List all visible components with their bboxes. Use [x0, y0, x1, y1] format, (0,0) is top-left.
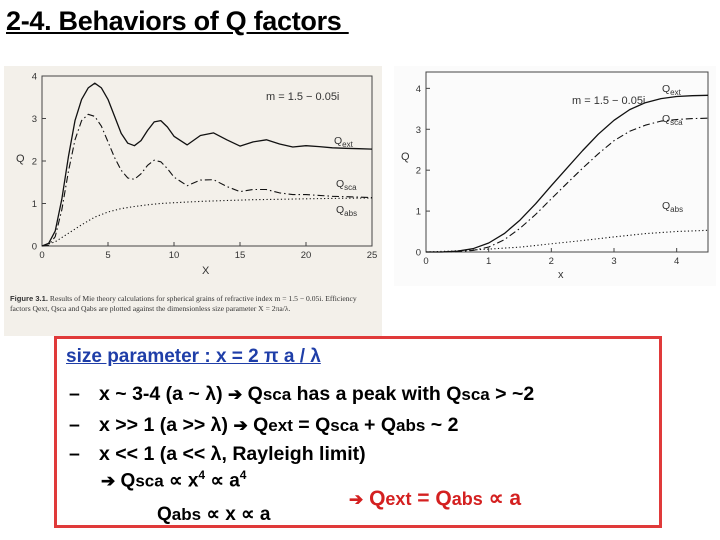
arrow-icon: ➔ — [349, 490, 364, 509]
left-xtick-label: 5 — [105, 250, 110, 261]
b1-q1-sub: sca — [262, 385, 292, 404]
right-ytick-label: 4 — [416, 84, 421, 95]
left-series-qext — [41, 82, 373, 247]
b2-plus: + — [358, 414, 381, 436]
left-label-qext: Qext — [334, 135, 354, 149]
right-xlabel: x — [558, 269, 564, 281]
left-ytick-label: 4 — [32, 72, 37, 83]
left-figure: 0 5 10 15 20 25 0 1 2 3 4 m = 1.5 − 0.05i Q X Qext… — [4, 66, 382, 336]
left-xtick-label: 20 — [301, 250, 312, 261]
res-rel: ∝ a — [482, 487, 522, 510]
b1-mid: has a peak with — [291, 383, 447, 405]
right-label-qsca: Qsca — [662, 113, 683, 127]
size-parameter-definition: size parameter : x = 2 π a / λ — [66, 346, 321, 367]
res-q2: Q — [435, 487, 452, 510]
b2-q2-sub: sca — [330, 416, 359, 435]
res-q1-sub: ext — [385, 489, 412, 509]
p2-rel: ∝ x ∝ a — [201, 504, 271, 525]
left-ytick-label: 2 — [32, 157, 37, 168]
p2-q-sub: abs — [171, 505, 202, 524]
right-series-qabs — [425, 229, 709, 253]
right-plot-frame — [425, 71, 709, 253]
arrow-icon: ➔ — [101, 471, 116, 491]
right-xtick-label: 3 — [611, 256, 616, 267]
caption-prefix: Figure 3.1. — [10, 294, 48, 303]
arrow-icon: ➔ — [228, 385, 243, 404]
right-annotation: m = 1.5 − 0.05i — [572, 95, 645, 107]
b2-q1: Q — [253, 414, 269, 436]
bullet-large-grains: – x >> 1 (a >> λ) ➔ Qext = Qsca + Qabs ~ … — [69, 414, 458, 437]
left-xlabel: X — [202, 265, 210, 277]
b1-q1: Q — [247, 383, 263, 405]
left-ylabel: Q — [16, 153, 25, 165]
b2-pre: x >> 1 (a >> λ) — [99, 414, 234, 436]
summary-box: size parameter : x = 2 π a / λ – x ~ 3-4 … — [54, 336, 662, 528]
caption-text: Results of Mie theory calculations for s… — [10, 294, 357, 313]
res-q2-sub: abs — [451, 489, 483, 509]
right-xtick-label: 2 — [549, 256, 554, 267]
b1-post: > ~2 — [489, 383, 535, 405]
qext-result: ➔ Qext = Qabs ∝ a — [349, 486, 521, 511]
figure-caption: Figure 3.1. Results of Mie theory calcul… — [10, 294, 378, 314]
right-xtick-label: 4 — [674, 256, 679, 267]
bullet-resonance: – x ~ 3-4 (a ~ λ) ➔ Qsca has a peak with … — [69, 383, 534, 406]
qsca-proportionality: ➔ Qsca ∝ x4 ∝ a4 — [101, 468, 246, 492]
left-xtick-label: 25 — [367, 250, 378, 261]
right-label-qabs: Qabs — [662, 200, 683, 214]
b2-q3-sub: abs — [396, 416, 426, 435]
b1-pre: x ~ 3-4 (a ~ λ) — [99, 383, 228, 405]
p1-q: Q — [115, 470, 136, 492]
left-label-qabs: Qabs — [336, 204, 357, 218]
right-ytick-label: 0 — [416, 248, 421, 259]
right-xtick-label: 1 — [486, 256, 491, 267]
b3-text: x << 1 (a << λ, Rayleigh limit) — [99, 443, 366, 465]
left-xtick-label: 0 — [39, 250, 44, 261]
p1-exp1: 4 — [198, 468, 206, 482]
right-ytick-label: 1 — [416, 207, 421, 218]
right-figure: 0 1 2 3 4 0 1 2 3 4 m = 1.5 − 0.05i Q x Qext Qsca… — [394, 66, 716, 286]
bullet-rayleigh: – x << 1 (a << λ, Rayleigh limit) — [69, 443, 366, 466]
left-ytick-label: 3 — [32, 114, 37, 125]
b2-q2: Q — [315, 414, 331, 436]
b1-q2-sub: sca — [461, 385, 490, 404]
right-ytick-label: 2 — [416, 166, 421, 177]
b1-q2: Q — [446, 383, 462, 405]
res-eq: = — [411, 487, 436, 510]
right-ylabel: Q — [401, 151, 410, 163]
left-xtick-label: 15 — [235, 250, 246, 261]
left-annotation: m = 1.5 − 0.05i — [266, 91, 339, 103]
b2-post: ~ 2 — [425, 414, 459, 436]
res-q1: Q — [363, 487, 386, 510]
dash-2: – — [69, 414, 80, 436]
left-label-qsca: Qsca — [336, 178, 357, 192]
right-label-qext: Qext — [662, 83, 682, 97]
left-series-qsca — [41, 113, 373, 247]
left-ytick-label: 1 — [32, 199, 37, 210]
dash-3: – — [69, 443, 80, 465]
p1-rel: ∝ x — [163, 470, 199, 492]
arrow-icon: ➔ — [233, 416, 248, 435]
right-series-qsca — [426, 117, 709, 253]
p1-exp2: 4 — [239, 468, 247, 482]
p1-rel2: ∝ a — [205, 470, 240, 492]
right-series-qext — [426, 94, 709, 253]
slide-title: 2-4. Behaviors of Q factors — [6, 6, 349, 36]
b2-q3: Q — [380, 414, 397, 436]
left-series-qabs — [41, 197, 373, 247]
b2-q1-sub: ext — [268, 416, 293, 435]
b2-eq: = — [292, 414, 316, 436]
right-ytick-label: 3 — [416, 125, 421, 136]
p2-q: Q — [157, 504, 172, 525]
qabs-proportionality: Qabs ∝ x ∝ a — [157, 503, 270, 526]
p1-q-sub: sca — [135, 471, 164, 491]
right-xtick-label: 0 — [423, 256, 428, 267]
dash-1: – — [69, 383, 80, 405]
left-xtick-label: 10 — [169, 250, 180, 261]
left-chart: 0 5 10 15 20 25 0 1 2 3 4 m = 1.5 − 0.05i Q X Qext… — [16, 72, 378, 278]
right-chart: 0 1 2 3 4 0 1 2 3 4 m = 1.5 − 0.05i Q x Qext Qsca… — [401, 71, 709, 281]
left-ytick-label: 0 — [32, 242, 37, 253]
